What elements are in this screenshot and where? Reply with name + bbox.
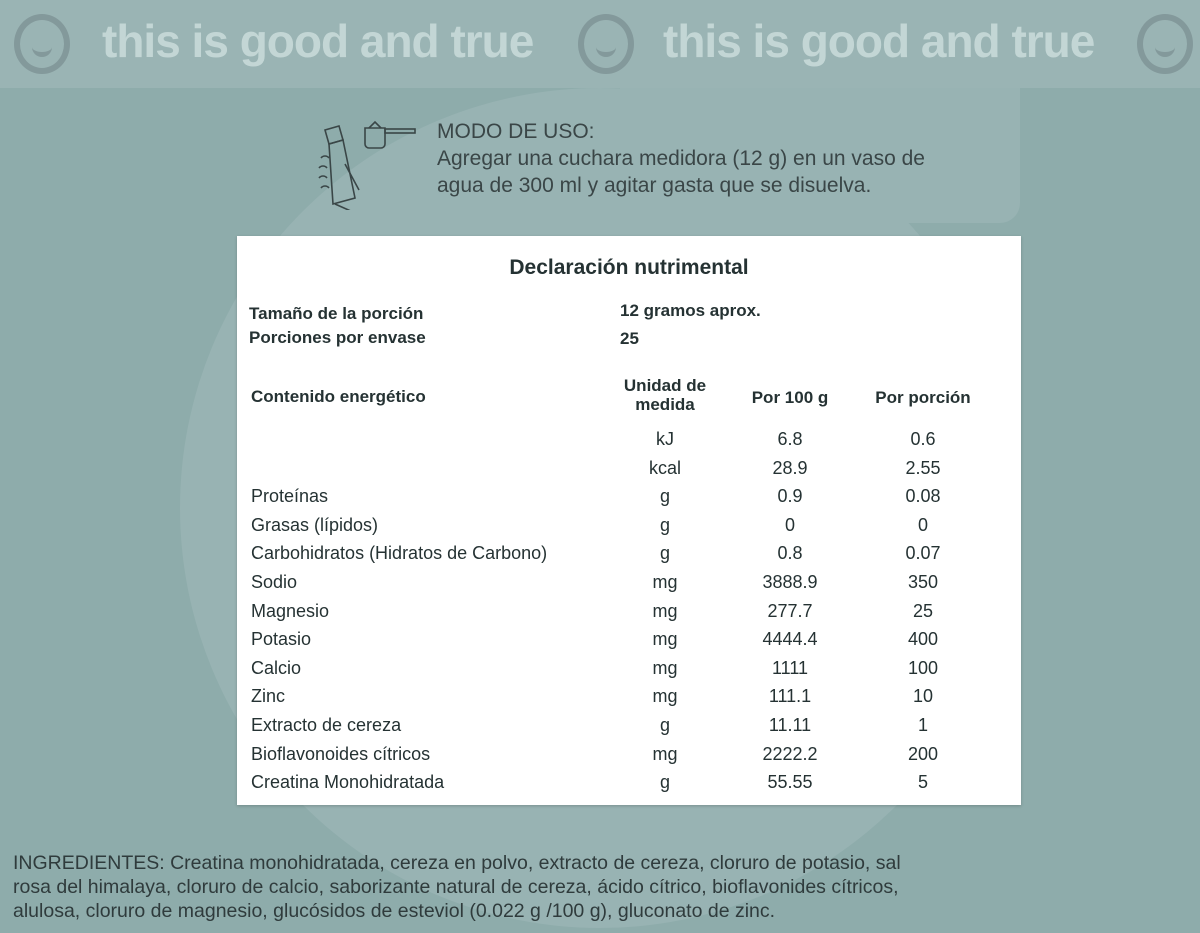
slogan-text: this is good and true (102, 15, 534, 67)
per-100g-value: 6.8 (777, 429, 803, 449)
per-100g-value: 1111 (771, 657, 809, 678)
shaker-and-scoop-icon (318, 120, 416, 210)
per-portion-value: 100 (907, 657, 939, 678)
nutrition-row: Grasas (lípidos) g 0 0 (237, 515, 1021, 543)
nutrition-row: kcal 28.9 2.55 (237, 458, 1021, 486)
nutrient-name: Extracto de cereza (251, 715, 402, 735)
nutrition-row: Bioflavonoides cítricos mg 2222.2 200 (237, 744, 1021, 772)
per-portion-value: 0 (917, 514, 928, 535)
nutrient-name: Magnesio (251, 600, 330, 621)
servings-value: 25 (620, 329, 639, 348)
ingredients-text: INGREDIENTES: Creatina monohidratada, ce… (13, 851, 1193, 923)
per-100g-value: 3888.9 (762, 572, 818, 592)
usage-line: agua de 300 ml y agitar gasta que se dis… (437, 174, 872, 197)
background-decoration (620, 88, 1020, 223)
unit: mg (652, 743, 678, 764)
per-portion-value: 5 (917, 772, 928, 793)
nutrition-row: Sodio mg 3888.9 350 (237, 572, 1021, 600)
usage-title: MODO DE USO: (437, 120, 595, 143)
ingredients-line: INGREDIENTES: Creatina monohidratada, ce… (13, 852, 901, 874)
per-portion-value: 1 (917, 715, 928, 735)
per-portion-value: 10 (912, 686, 934, 707)
usage-instructions: MODO DE USO: Agregar una cuchara medidor… (437, 118, 925, 199)
per-100g-value: 11.11 (768, 715, 812, 735)
unit: mg (652, 572, 678, 592)
slogan-banner: this is good and true this is good and t… (0, 0, 1200, 88)
unit: g (659, 772, 670, 793)
unit: mg (652, 629, 678, 650)
serving-size-label: Tamaño de la porción (249, 304, 424, 323)
unit: g (659, 543, 670, 564)
header-per-portion: Por porción (875, 388, 971, 407)
nutrition-row: Magnesio mg 277.7 25 (237, 601, 1021, 629)
per-portion-value: 350 (907, 572, 939, 592)
nutrition-row: Calcio mg 1111 100 (237, 658, 1021, 686)
per-100g-value: 0 (784, 514, 795, 535)
per-100g-value: 55.55 (767, 772, 813, 793)
unit: g (659, 715, 670, 735)
nutrition-row: Creatina Monohidratada g 55.55 5 (237, 772, 1021, 800)
nutrient-name: Sodio (251, 572, 298, 592)
usage-line: Agregar una cuchara medidora (12 g) en u… (437, 147, 925, 170)
per-100g-value: 28.9 (772, 457, 808, 478)
unit: g (659, 514, 670, 535)
unit: mg (652, 686, 678, 707)
header-content: Contenido energético (251, 387, 426, 406)
nutrition-row: Extracto de cereza g 11.11 1 (237, 715, 1021, 743)
header-unit: Unidad de medida (605, 376, 725, 414)
nutrition-row: Proteínas g 0.9 0.08 (237, 486, 1021, 514)
per-100g-value: 4444.4 (762, 629, 818, 650)
slogan-text: this is good and true (663, 15, 1095, 67)
header-unit-line: Unidad de (623, 376, 707, 395)
per-100g-value: 0.8 (777, 543, 803, 564)
unit: mg (652, 600, 678, 621)
smiley-face-icon (578, 14, 634, 74)
serving-size-value: 12 gramos aprox. (620, 301, 761, 320)
nutrient-name: Potasio (251, 629, 312, 650)
nutrition-row: kJ 6.8 0.6 (237, 429, 1021, 457)
unit: kJ (656, 429, 674, 449)
nutrition-row: Zinc mg 111.1 10 (237, 686, 1021, 714)
per-portion-value: 0.07 (905, 543, 941, 564)
nutrition-row: Carbohidratos (Hidratos de Carbono) g 0.8 0… (237, 543, 1021, 571)
header-per-100g: Por 100 g (751, 388, 829, 407)
smiley-face-icon (1137, 14, 1193, 74)
unit: kcal (648, 457, 681, 478)
nutrient-name: Zinc (251, 686, 286, 707)
nutrient-name: Carbohidratos (Hidratos de Carbono) (251, 543, 548, 564)
per-portion-value: 400 (907, 629, 939, 650)
nutrient-name: Creatina Monohidratada (251, 772, 445, 793)
ingredients-line: rosa del himalaya, cloruro de calcio, sa… (13, 876, 899, 898)
panel-title: Declaración nutrimental (509, 256, 749, 279)
nutrient-name: Grasas (lípidos) (251, 514, 379, 535)
per-portion-value: 200 (907, 743, 939, 764)
nutrient-name: Calcio (251, 657, 302, 678)
ingredients-line: alulosa, cloruro de magnesio, glucósidos… (13, 900, 776, 922)
nutrition-facts-panel: Declaración nutrimental Tamaño de la por… (237, 236, 1021, 805)
per-100g-value: 0.9 (777, 486, 803, 507)
per-100g-value: 2222.2 (762, 743, 818, 764)
per-portion-value: 25 (912, 600, 934, 621)
header-unit-line: medida (635, 395, 695, 414)
nutrition-row: Potasio mg 4444.4 400 (237, 629, 1021, 657)
unit: g (659, 486, 670, 507)
per-portion-value: 0.08 (905, 486, 941, 507)
per-100g-value: 277.7 (767, 600, 813, 621)
servings-label: Porciones por envase (249, 328, 426, 347)
per-portion-value: 2.55 (905, 457, 941, 478)
per-portion-value: 0.6 (910, 429, 936, 449)
per-100g-value: 111.1 (768, 686, 812, 707)
nutrient-name: Bioflavonoides cítricos (251, 743, 431, 764)
unit: mg (652, 657, 678, 678)
smiley-face-icon (14, 14, 70, 74)
nutrient-name: Proteínas (251, 486, 329, 507)
